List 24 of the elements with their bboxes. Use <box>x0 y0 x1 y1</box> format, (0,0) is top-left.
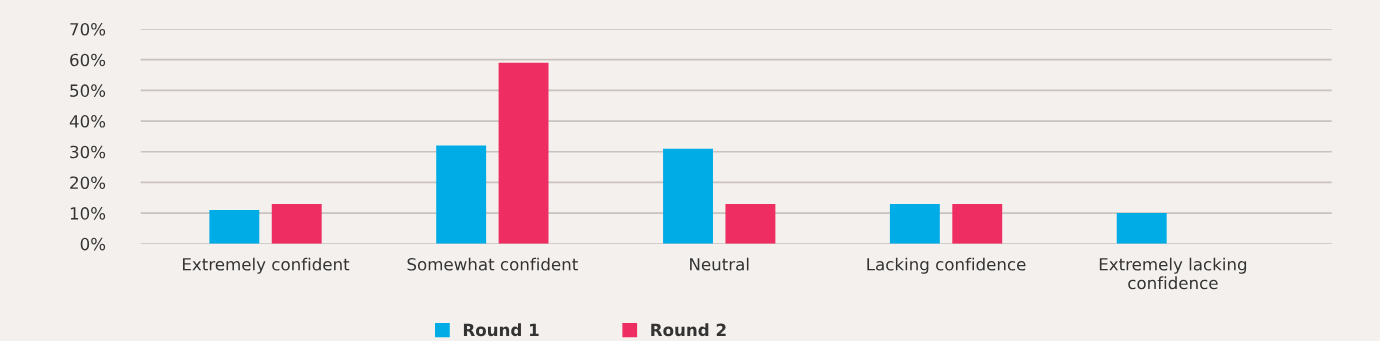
bar <box>271 203 322 244</box>
bar <box>889 203 940 244</box>
bar <box>209 210 260 244</box>
x-tick-label: Somewhat confident <box>407 257 578 271</box>
y-tick-label: 60% <box>70 53 106 67</box>
y-tick-label: 50% <box>70 84 106 97</box>
x-tick-label: Extremely confident <box>183 257 350 274</box>
y-tick-label: 40% <box>69 115 106 128</box>
x-tick-label: Extremely lacking confidence <box>1099 257 1247 290</box>
x-tick-label: Neutral <box>690 257 749 271</box>
legend-label: Round 1 <box>463 323 539 337</box>
bar <box>498 62 549 244</box>
y-tick-label: 70% <box>70 22 106 36</box>
bar <box>436 145 487 244</box>
x-tick-label: Lacking confidence <box>867 257 1026 274</box>
bar <box>725 203 776 244</box>
y-tick-label: 10% <box>70 207 106 220</box>
bar <box>663 148 713 244</box>
y-tick-label: 0% <box>80 237 106 251</box>
legend-label: Round 2 <box>651 323 726 337</box>
y-tick-label: 30% <box>70 145 106 159</box>
y-tick-label: 20% <box>70 176 106 189</box>
bar <box>952 203 1003 244</box>
bar <box>1116 213 1167 244</box>
